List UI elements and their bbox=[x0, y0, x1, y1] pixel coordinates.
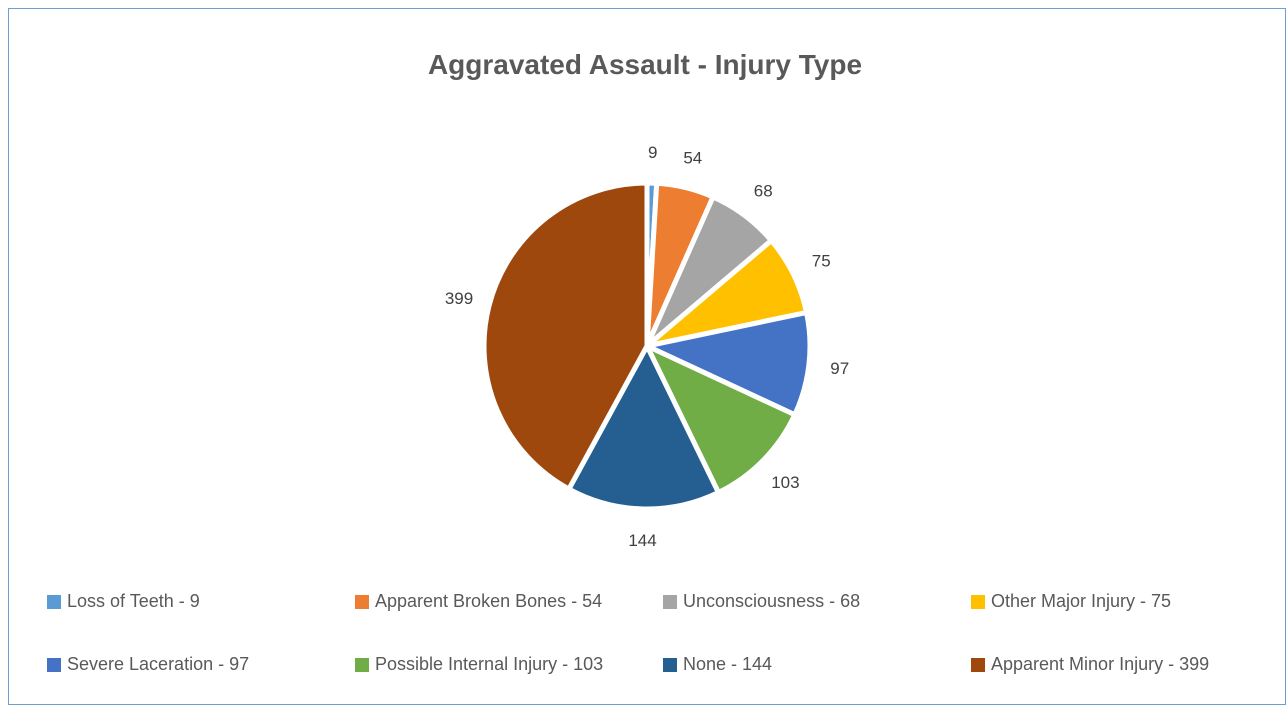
legend-label: Loss of Teeth - 9 bbox=[67, 591, 200, 611]
legend-label: Apparent Minor Injury - 399 bbox=[991, 654, 1210, 674]
legend-swatch bbox=[355, 657, 369, 672]
data-label-loss-of-teeth: 9 bbox=[648, 143, 657, 162]
pie-slice-severe-laceration bbox=[644, 310, 813, 418]
legend-swatch bbox=[971, 594, 985, 609]
data-label-severe-laceration: 97 bbox=[830, 359, 849, 378]
legend-item-apparent-broken-bones: Apparent Broken Bones - 54 bbox=[355, 591, 602, 612]
legend-item-apparent-minor-injury: Apparent Minor Injury - 399 bbox=[971, 654, 1209, 675]
legend-label: Unconsciousness - 68 bbox=[683, 591, 861, 611]
legend-item-other-major-injury: Other Major Injury - 75 bbox=[971, 591, 1171, 612]
data-label-unconsciousness: 68 bbox=[754, 182, 773, 201]
legend-swatch bbox=[971, 657, 985, 672]
chart-frame: Aggravated Assault - Injury Type 9 54 68 75… bbox=[8, 8, 1286, 705]
data-label-apparent-minor-injury: 399 bbox=[445, 289, 473, 308]
legend-swatch bbox=[663, 657, 677, 672]
legend-swatch bbox=[663, 594, 677, 609]
legend-item-unconsciousness: Unconsciousness - 68 bbox=[663, 591, 860, 612]
legend-item-none: None - 144 bbox=[663, 654, 772, 675]
pie-slice-apparent-minor-injury bbox=[481, 180, 650, 492]
data-label-other-major-injury: 75 bbox=[812, 252, 831, 271]
legend-swatch bbox=[47, 657, 61, 672]
pie-slice-none bbox=[566, 343, 721, 512]
legend-swatch bbox=[355, 594, 369, 609]
legend-swatch bbox=[47, 594, 61, 609]
pie-chart: 9 54 68 75 97 103 144 399 bbox=[445, 143, 849, 550]
legend-label: Severe Laceration - 97 bbox=[67, 654, 250, 674]
data-label-apparent-broken-bones: 54 bbox=[683, 148, 702, 167]
chart-title: Aggravated Assault - Injury Type bbox=[427, 49, 863, 80]
legend-label: Possible Internal Injury - 103 bbox=[375, 654, 604, 674]
legend-label: None - 144 bbox=[683, 654, 773, 674]
legend-item-possible-internal-injury: Possible Internal Injury - 103 bbox=[355, 654, 603, 675]
legend-label: Apparent Broken Bones - 54 bbox=[375, 591, 603, 611]
legend-label: Other Major Injury - 75 bbox=[991, 591, 1172, 611]
legend-item-severe-laceration: Severe Laceration - 97 bbox=[47, 654, 249, 675]
legend-item-loss-of-teeth: Loss of Teeth - 9 bbox=[47, 591, 200, 612]
pie-slice-possible-internal-injury bbox=[644, 343, 798, 496]
data-label-possible-internal-injury: 103 bbox=[771, 473, 799, 492]
data-label-none: 144 bbox=[628, 531, 656, 550]
